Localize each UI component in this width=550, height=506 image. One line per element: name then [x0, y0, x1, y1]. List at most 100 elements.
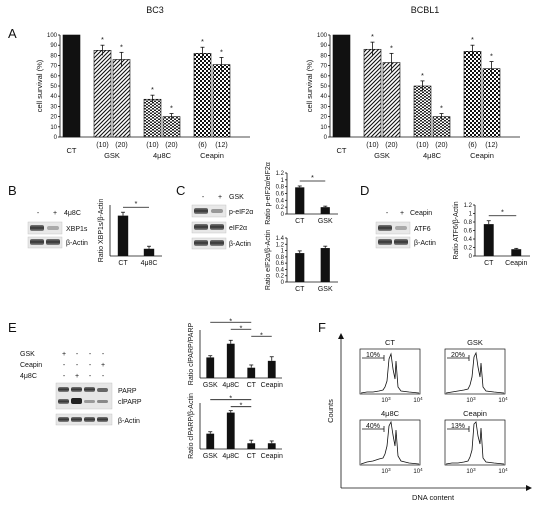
blot-e-ceapin-lane-4: + — [101, 362, 105, 369]
bar — [267, 360, 276, 378]
bar — [463, 51, 482, 138]
significance-star: * — [120, 42, 123, 51]
bar — [206, 433, 215, 449]
dose-label: (10) — [416, 142, 428, 149]
chart-c-peif2a: 00.20.40.60.811.2 Ratio p-eIF2α/eIF2α CT GS… — [265, 162, 338, 225]
bar — [295, 187, 305, 214]
y-tick-label: 0 — [281, 212, 285, 218]
significance-star: * — [170, 104, 173, 113]
y-tick-label: 100 — [47, 33, 58, 39]
significance-star: * — [311, 173, 314, 182]
significance-star: * — [229, 394, 232, 403]
blot-e-band-actin-1 — [58, 417, 69, 422]
y-tick-label: 0.6 — [276, 192, 285, 198]
y-tick-label: 70 — [320, 64, 327, 70]
y-tick-label: 1 — [469, 212, 473, 218]
blot-b-lane-1: - — [37, 210, 40, 217]
bar — [193, 53, 212, 138]
bar — [93, 49, 112, 138]
blot-e-4u8c-lane-1: - — [63, 373, 66, 380]
flow-tick-10-3: 103 — [466, 396, 476, 404]
y-tick-label: 30 — [320, 104, 327, 110]
y-tick-label: 80 — [50, 53, 57, 59]
bar — [226, 343, 235, 378]
flow-histogram — [360, 352, 420, 394]
dose-label: (6) — [468, 142, 477, 149]
blot-c-band-actin-1 — [194, 240, 208, 246]
significance-star: * — [220, 47, 223, 56]
category-label: GSK — [318, 218, 333, 225]
chart-e-clparp-actin: Ratio clPARP/β-Actin GSK 4μ8C CT Ceapin * * — [188, 393, 283, 460]
category-label: Ceapin — [505, 260, 527, 267]
blot-d-treatment: Ceapin — [410, 210, 432, 217]
y-axis-label: Ratio clPARP/β-Actin — [188, 393, 195, 459]
chart-d-atf6: 0 0.2 0.4 0.6 0.8 1 1.2 Ratio ATF6/β-Actin CT Cea… — [453, 201, 530, 267]
panel-letter-f: F — [318, 320, 326, 335]
dose-label: (20) — [385, 142, 397, 149]
category-label: CT — [295, 286, 305, 293]
bar — [511, 249, 522, 256]
blot-c-band-eif2a-2 — [210, 224, 224, 230]
y-tick-label: 60 — [50, 74, 57, 80]
flow-gate-percent: 40% — [366, 423, 380, 430]
y-tick-label: 1.2 — [276, 171, 285, 177]
blot-e-band-actin-4 — [97, 417, 108, 422]
y-tick-label: 90 — [320, 43, 327, 49]
bar — [112, 59, 131, 138]
blot-e-4u8c-lane-2: + — [75, 373, 79, 380]
bar — [413, 85, 432, 138]
y-tick-label: 10 — [320, 125, 327, 131]
bar — [267, 443, 276, 449]
blot-e-band-parp-2 — [71, 387, 82, 392]
blot-e-ceapin-lane-2: - — [76, 362, 79, 369]
bar — [143, 98, 162, 138]
y-tick-label: 1.4 — [276, 236, 285, 242]
category-label: 4μ8C — [141, 260, 158, 267]
flow-plot-title: Ceapin — [463, 409, 487, 418]
flow-gate-percent: 20% — [451, 352, 465, 359]
blot-c-band-actin-2 — [210, 240, 224, 246]
flow-dna-label: DNA content — [412, 493, 455, 502]
y-tick-label: 80 — [320, 53, 327, 59]
y-tick-label: 10 — [50, 125, 57, 131]
category-label: 4μ8C — [222, 453, 239, 460]
y-tick-label: 0 — [281, 280, 285, 286]
bar — [247, 443, 256, 449]
y-tick-label: 0.2 — [464, 246, 473, 252]
y-tick-label: 100 — [317, 33, 328, 39]
flow-plot-title: 4μ8C — [381, 409, 400, 418]
bar — [212, 64, 231, 138]
flow-plot-title: CT — [385, 338, 395, 347]
blot-c-membrane-3 — [191, 237, 227, 250]
bar — [320, 207, 330, 214]
y-tick-label: 30 — [50, 104, 57, 110]
y-axis-label: cell survival (%) — [305, 59, 314, 112]
y-tick-label: 1 — [281, 178, 285, 184]
significance-star: * — [421, 71, 424, 80]
significance-star: * — [229, 316, 232, 325]
category-label: CT — [247, 382, 257, 389]
y-tick-label: 40 — [320, 94, 327, 100]
dose-label: (12) — [215, 142, 227, 149]
y-tick-label: 0.4 — [276, 198, 285, 204]
blot-b-treatment: 4μ8C — [64, 210, 81, 217]
significance-star: * — [501, 208, 504, 217]
bar — [226, 412, 235, 449]
significance-star: * — [260, 330, 263, 339]
chart-a-bc3: BC3 0 10 20 30 40 50 60 70 80 90 100 cell survival (… — [35, 5, 250, 160]
bar — [320, 248, 330, 282]
chart-b-xbp1s: Ratio XBP1s/β-Actin CT 4μ8C * — [98, 199, 162, 267]
category-label: GSK — [203, 382, 218, 389]
y-tick-label: 0 — [324, 135, 328, 141]
blot-e-row-label-2: Ceapin — [20, 362, 42, 369]
y-tick-label: 1.2 — [464, 203, 473, 209]
panel-letter-c: C — [176, 183, 185, 198]
y-tick-label: 0.4 — [276, 267, 285, 273]
blot-e-row-label-1: GSK — [20, 351, 35, 358]
bar — [206, 357, 215, 378]
flow-histogram — [445, 351, 505, 394]
significance-star: * — [240, 401, 243, 410]
blot-e-band-clparp-3 — [84, 400, 95, 403]
significance-star: * — [101, 35, 104, 44]
dose-label: (10) — [366, 142, 378, 149]
